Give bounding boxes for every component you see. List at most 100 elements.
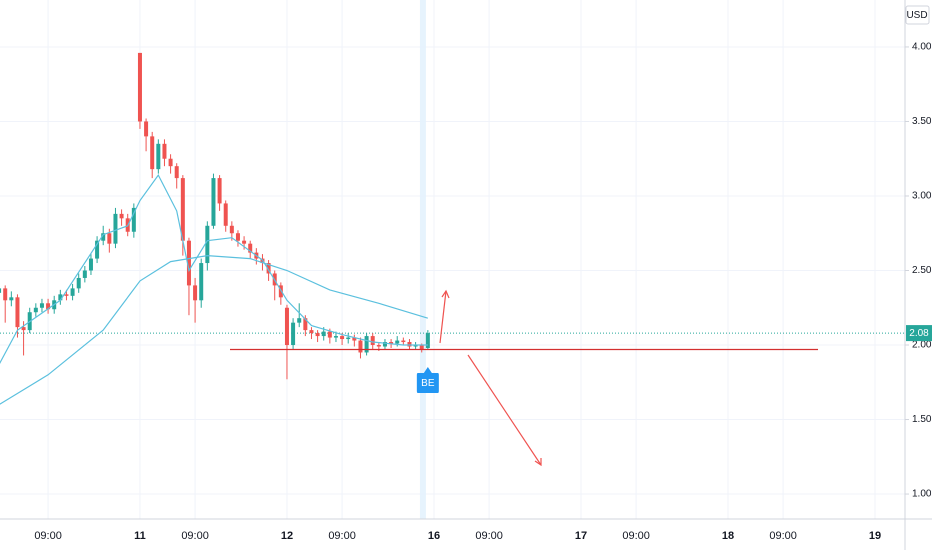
candle-body — [156, 143, 161, 170]
moving-average — [0, 173, 428, 364]
candle-body — [229, 225, 234, 234]
y-tick-label: 3.50 — [912, 116, 932, 127]
x-tick-label: 19 — [869, 530, 881, 542]
candle-body — [174, 166, 179, 179]
annotation-label: BE — [421, 378, 435, 389]
x-tick-label: 18 — [722, 530, 734, 542]
candle-body — [364, 336, 369, 353]
candle-body — [407, 342, 412, 347]
y-tick-label: 1.50 — [912, 414, 932, 425]
x-tick-label: 09:00 — [328, 530, 356, 542]
candle-body — [119, 213, 124, 219]
candle-body — [101, 233, 106, 241]
candle-body — [223, 203, 228, 226]
candle-body — [401, 340, 406, 343]
highlight-band — [419, 0, 426, 519]
candle-body — [346, 337, 351, 340]
candle-body — [137, 52, 142, 122]
candle-body — [205, 225, 210, 264]
x-tick-label: 16 — [428, 530, 440, 542]
candle-body — [88, 258, 93, 271]
currency-box — [905, 5, 930, 25]
x-tick-label: 09:00 — [475, 530, 503, 542]
up-arrow — [439, 290, 447, 344]
candle-body — [217, 178, 222, 204]
currency: USD — [906, 10, 927, 21]
down-arrow-head — [534, 458, 542, 467]
candle-body — [248, 243, 253, 253]
candle-body — [3, 288, 8, 301]
candle-body — [352, 337, 357, 341]
candle-body — [413, 345, 418, 347]
candle-body — [180, 178, 185, 241]
candle-body — [113, 213, 118, 244]
candle-body — [150, 136, 155, 170]
candle-body — [211, 178, 216, 226]
candle-body — [382, 342, 387, 347]
y-tick-label: 3.00 — [912, 191, 932, 202]
y-tick-label: 4.00 — [912, 42, 932, 53]
candle-body — [76, 277, 81, 289]
x-tick-label: 09:00 — [34, 530, 62, 542]
candle-body — [297, 318, 302, 323]
candle-body — [358, 340, 363, 353]
moving-average — [0, 254, 428, 405]
last-price-label: 2.08 — [909, 328, 929, 339]
candle-body — [242, 240, 247, 244]
annotation-flag — [416, 367, 439, 393]
up-arrow-head — [441, 289, 450, 299]
candle-body — [9, 297, 14, 301]
plot: BE — [0, 52, 819, 405]
y-tick-label: 2.00 — [912, 340, 932, 351]
candle-body — [291, 322, 296, 346]
axes: 1.00 1.50 2.00 2.50 3.00 3.50 4.00 09:00 11 09:00… — [34, 42, 932, 542]
x-tick-label: 17 — [575, 530, 587, 542]
candle-body — [321, 331, 326, 337]
candle-body — [395, 340, 400, 344]
candle-body — [15, 297, 20, 328]
candle-body — [284, 307, 289, 346]
candle-body — [327, 331, 332, 338]
x-tick-label: 09:00 — [181, 530, 209, 542]
candle-body — [0, 288, 2, 293]
candle-body — [389, 342, 394, 344]
candle-body — [266, 263, 271, 274]
x-tick-label: 12 — [281, 530, 293, 542]
candle-body — [186, 240, 191, 286]
candle-body — [315, 333, 320, 337]
candle-body — [162, 143, 167, 159]
candle-body — [107, 233, 112, 244]
arrows — [439, 289, 542, 467]
x-tick-label: 11 — [134, 530, 146, 542]
candle-body — [39, 303, 44, 308]
candle-body — [199, 263, 204, 301]
candle-body — [131, 207, 136, 232]
x-tick-label: 09:00 — [769, 530, 797, 542]
down-arrow — [467, 354, 542, 466]
candle-body — [425, 333, 430, 348]
candle-body — [21, 327, 26, 331]
y-tick-label: 1.00 — [912, 489, 932, 500]
x-tick-label: 09:00 — [622, 530, 650, 542]
candle-body — [70, 288, 75, 296]
last-price-box — [906, 325, 932, 342]
candle-body — [278, 285, 283, 298]
candle-body — [46, 303, 51, 310]
candle-body — [58, 294, 63, 301]
y-tick-label: 2.50 — [912, 265, 932, 276]
candle-body — [309, 330, 314, 334]
candle-body — [33, 307, 38, 313]
candle-body — [303, 318, 308, 331]
candle-body — [235, 233, 240, 241]
candle-body — [64, 294, 69, 296]
candle-body — [333, 336, 338, 338]
candle-body — [370, 336, 375, 346]
candle-body — [168, 158, 173, 167]
candle-body — [340, 336, 345, 340]
candle-body — [376, 345, 381, 347]
candle-body — [193, 285, 198, 301]
candle-body — [95, 240, 100, 259]
